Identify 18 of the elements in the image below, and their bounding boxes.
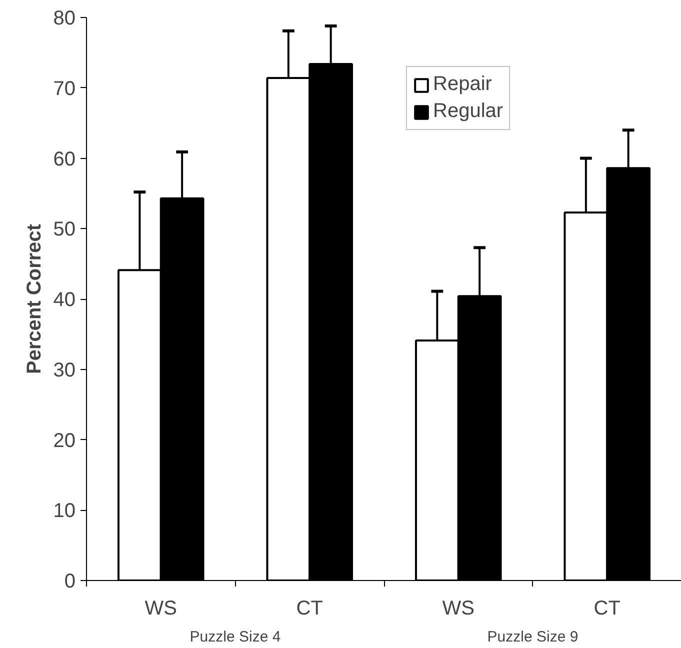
y-axis-title: Percent Correct bbox=[23, 224, 46, 374]
legend-label: Repair bbox=[433, 73, 492, 96]
y-tick-label: 20 bbox=[53, 430, 76, 452]
x-tick-label: CT bbox=[296, 598, 323, 620]
y-tick-label: 60 bbox=[53, 148, 76, 170]
text: Puzzle Size 9 bbox=[487, 628, 578, 646]
y-tick-label: 0 bbox=[64, 570, 76, 592]
y-tick-label: 10 bbox=[53, 500, 76, 522]
y-tick-label: 50 bbox=[53, 218, 76, 241]
y-tick-label: 40 bbox=[53, 289, 76, 311]
y-tick-label: 80 bbox=[53, 8, 76, 30]
y-tick-label: 30 bbox=[53, 359, 76, 382]
x-tick-label: CT bbox=[594, 598, 620, 620]
legend-label: Regular bbox=[433, 100, 504, 123]
x-tick-label: WS bbox=[442, 598, 474, 620]
text: Puzzle Size 4 bbox=[190, 628, 281, 646]
x-tick-label: WS bbox=[144, 598, 177, 620]
y-tick-label: 70 bbox=[53, 78, 76, 100]
